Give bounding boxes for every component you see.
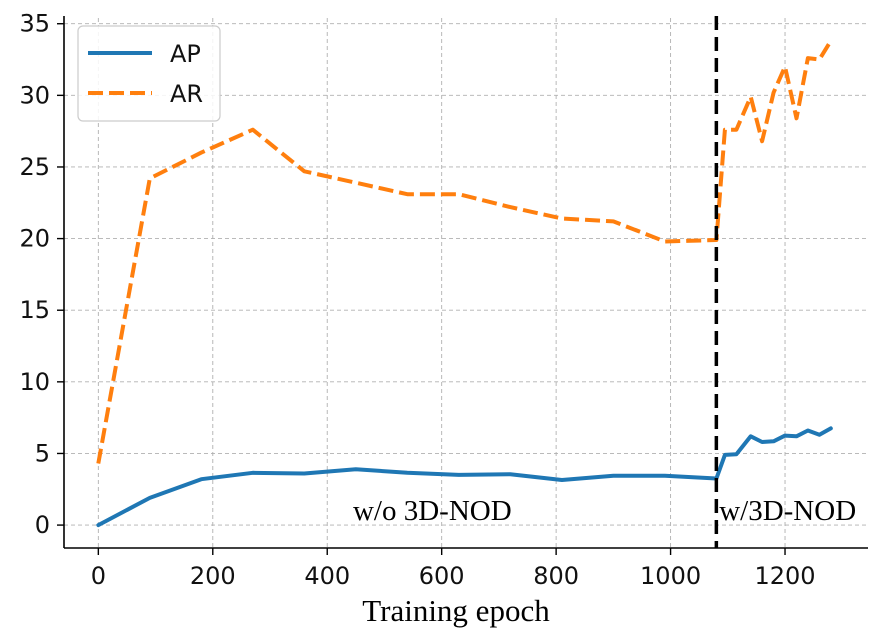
series-line-ar	[96, 39, 833, 464]
x-tick-label: 200	[190, 562, 236, 590]
series-line-ap	[96, 426, 833, 528]
y-tick-label: 15	[19, 296, 50, 324]
annotation-without-3d-nod: w/o 3D-NOD	[353, 495, 512, 527]
y-tick-label: 30	[19, 81, 50, 109]
y-tick-label: 35	[19, 10, 50, 38]
y-tick-label: 10	[19, 368, 50, 396]
y-tick-label: 20	[19, 225, 50, 253]
x-tick-label: 0	[91, 562, 106, 590]
legend-box	[77, 25, 221, 122]
y-tick-label: 25	[19, 153, 50, 181]
x-tick-label: 1200	[754, 562, 815, 590]
grid-lines	[64, 18, 868, 548]
y-tick-label: 5	[35, 439, 50, 467]
x-tick-label: 1000	[640, 562, 701, 590]
legend-label-ar: AR	[170, 80, 203, 108]
legend: AP AR	[77, 25, 221, 122]
y-tick-label: 0	[35, 511, 50, 539]
x-tick-label: 400	[304, 562, 350, 590]
x-tick-label: 600	[419, 562, 465, 590]
x-tick-label: 800	[533, 562, 579, 590]
annotation-with-3d-nod: w/3D-NOD	[719, 495, 856, 527]
legend-label-ap: AP	[170, 40, 201, 68]
x-axis-title: Training epoch	[362, 593, 550, 628]
